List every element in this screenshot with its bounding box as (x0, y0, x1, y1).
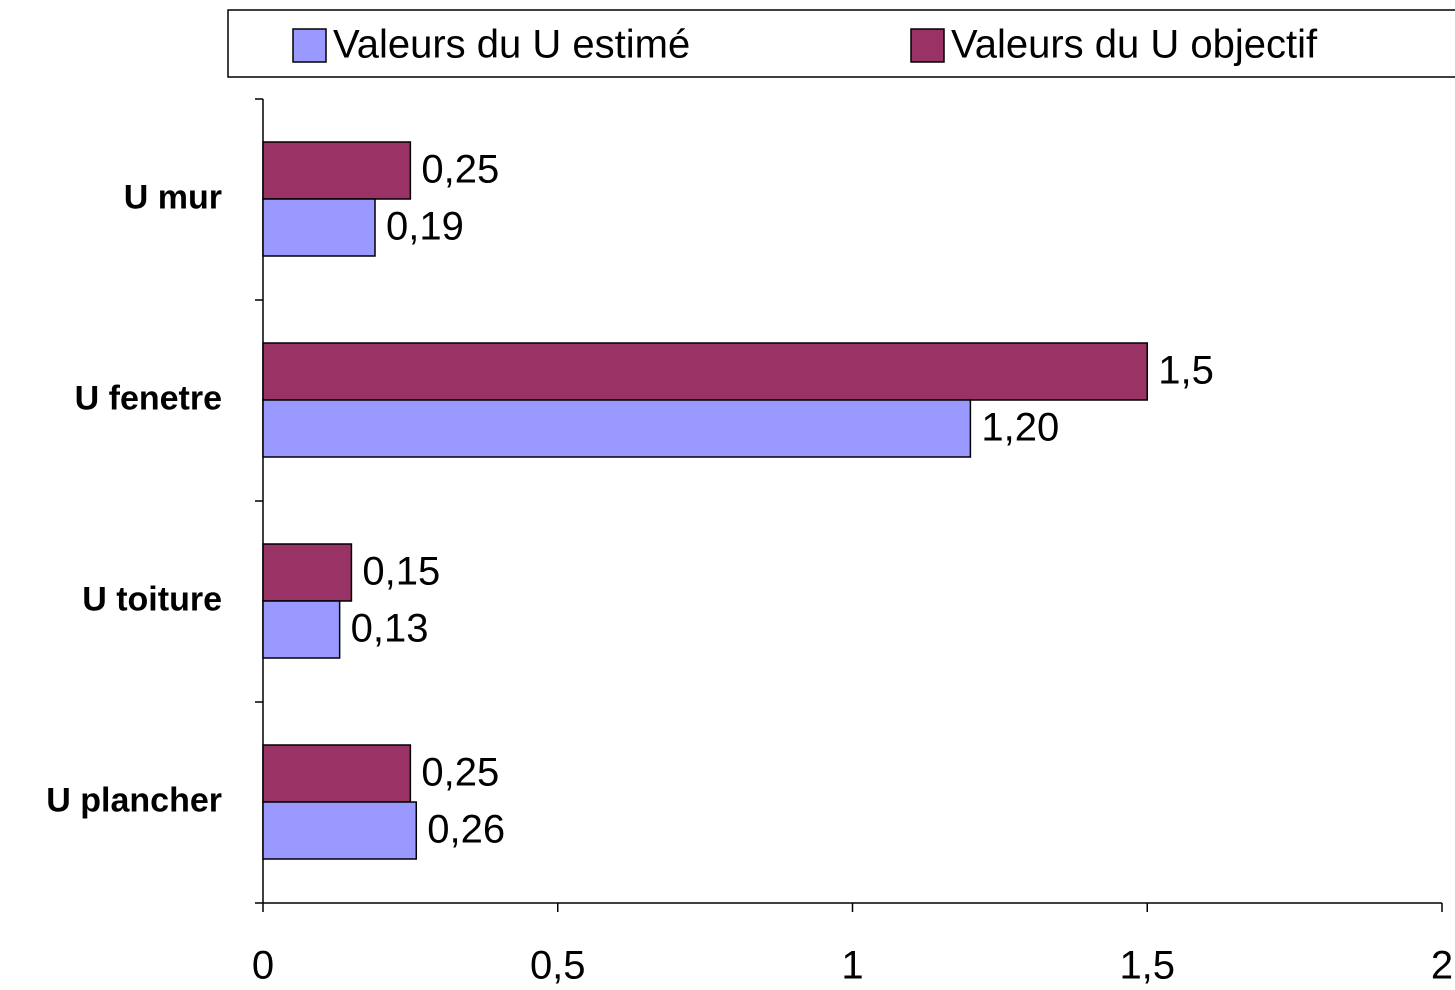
bar (262, 600, 341, 659)
data-label: 1,5 (1158, 349, 1214, 393)
bar (262, 399, 972, 458)
data-label: 0,19 (386, 205, 464, 249)
legend-swatch (292, 28, 327, 63)
category-label: U toiture (82, 580, 222, 618)
data-label: 0,26 (427, 808, 505, 852)
x-tick-label: 2 (1431, 944, 1453, 988)
legend-swatch (910, 28, 945, 63)
bar (262, 744, 412, 803)
bar (262, 801, 418, 860)
x-tick-label: 0,5 (530, 944, 586, 988)
bar (262, 543, 353, 602)
bar (262, 141, 412, 200)
x-tick-label: 1 (841, 944, 863, 988)
data-label: 0,13 (351, 607, 429, 651)
legend-label: Valeurs du U estimé (333, 23, 690, 67)
bar (262, 342, 1148, 401)
data-label: 0,25 (421, 148, 499, 192)
data-label: 0,15 (362, 550, 440, 594)
bar (262, 198, 376, 257)
legend-box (227, 9, 1455, 78)
category-label: U fenetre (75, 379, 222, 417)
x-tick-label: 1,5 (1119, 944, 1175, 988)
category-label: U plancher (46, 781, 222, 819)
data-label: 0,25 (421, 751, 499, 795)
legend-label: Valeurs du U objectif (951, 23, 1318, 67)
x-tick-label: 0 (252, 944, 274, 988)
category-label: U mur (124, 178, 222, 216)
data-label: 1,20 (981, 406, 1059, 450)
